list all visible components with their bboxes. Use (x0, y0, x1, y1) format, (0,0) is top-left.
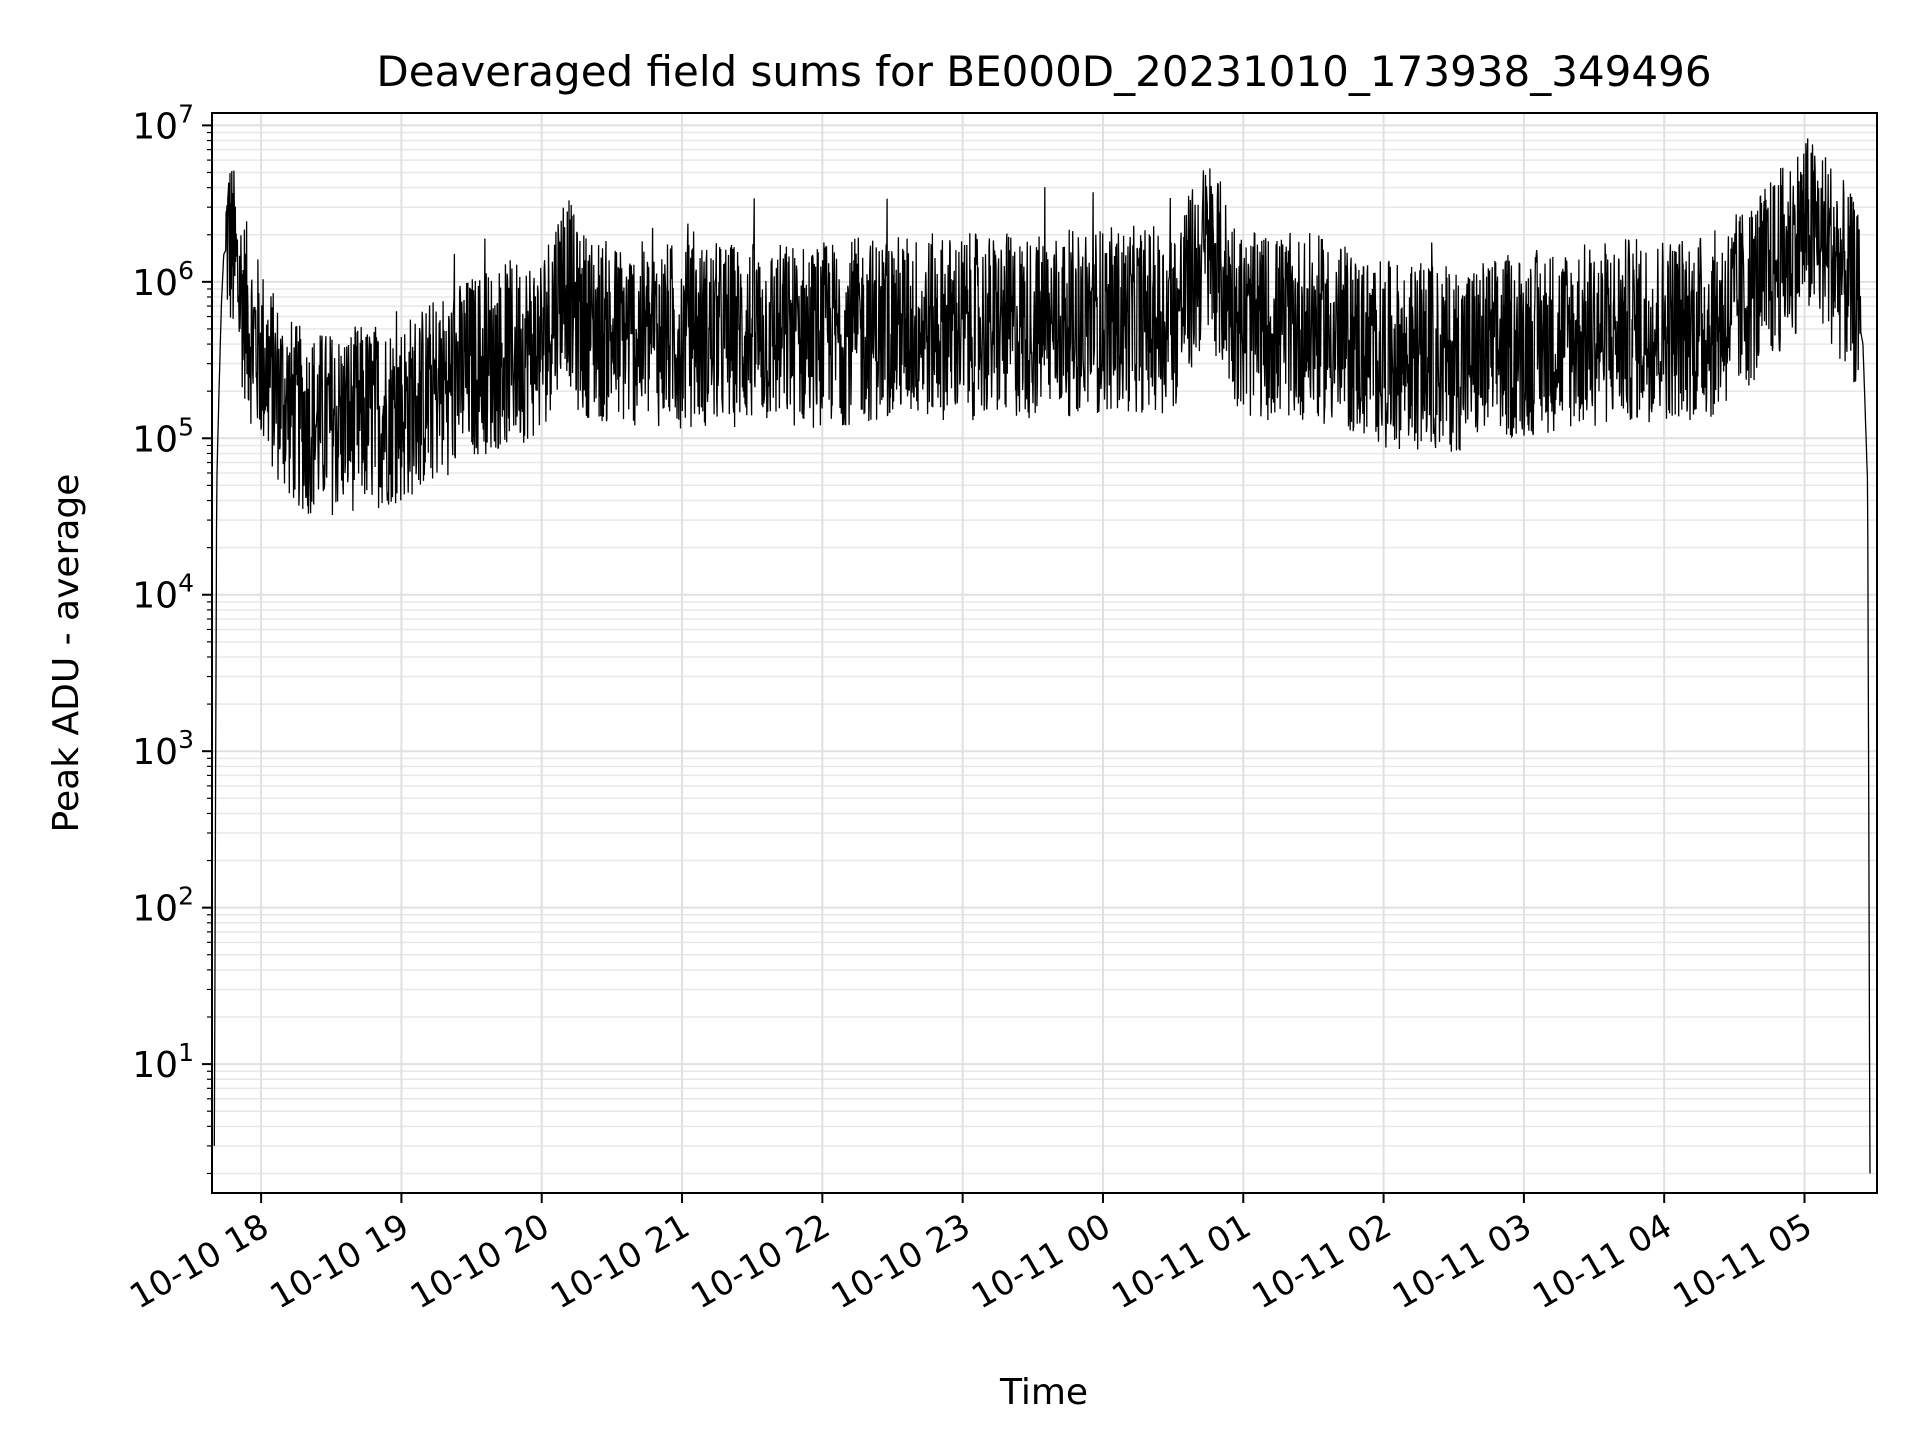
y-tick-label: 104 (132, 569, 194, 617)
y-tick-label: 103 (132, 725, 194, 773)
y-tick-label: 102 (132, 882, 194, 930)
grid (212, 113, 1877, 1193)
y-tick-label: 106 (132, 256, 194, 304)
series-line (213, 138, 1871, 1174)
y-axis-label: Peak ADU - average (46, 474, 87, 833)
y-tick-label: 107 (132, 99, 194, 147)
y-tick-label: 101 (132, 1038, 194, 1086)
chart-title: Deaveraged field sums for BE000D_2023101… (376, 47, 1711, 96)
x-axis-label: Time (999, 1372, 1088, 1413)
data-layer (213, 138, 1871, 1174)
y-tick-label: 105 (132, 412, 194, 460)
plot-frame (211, 112, 1878, 1194)
